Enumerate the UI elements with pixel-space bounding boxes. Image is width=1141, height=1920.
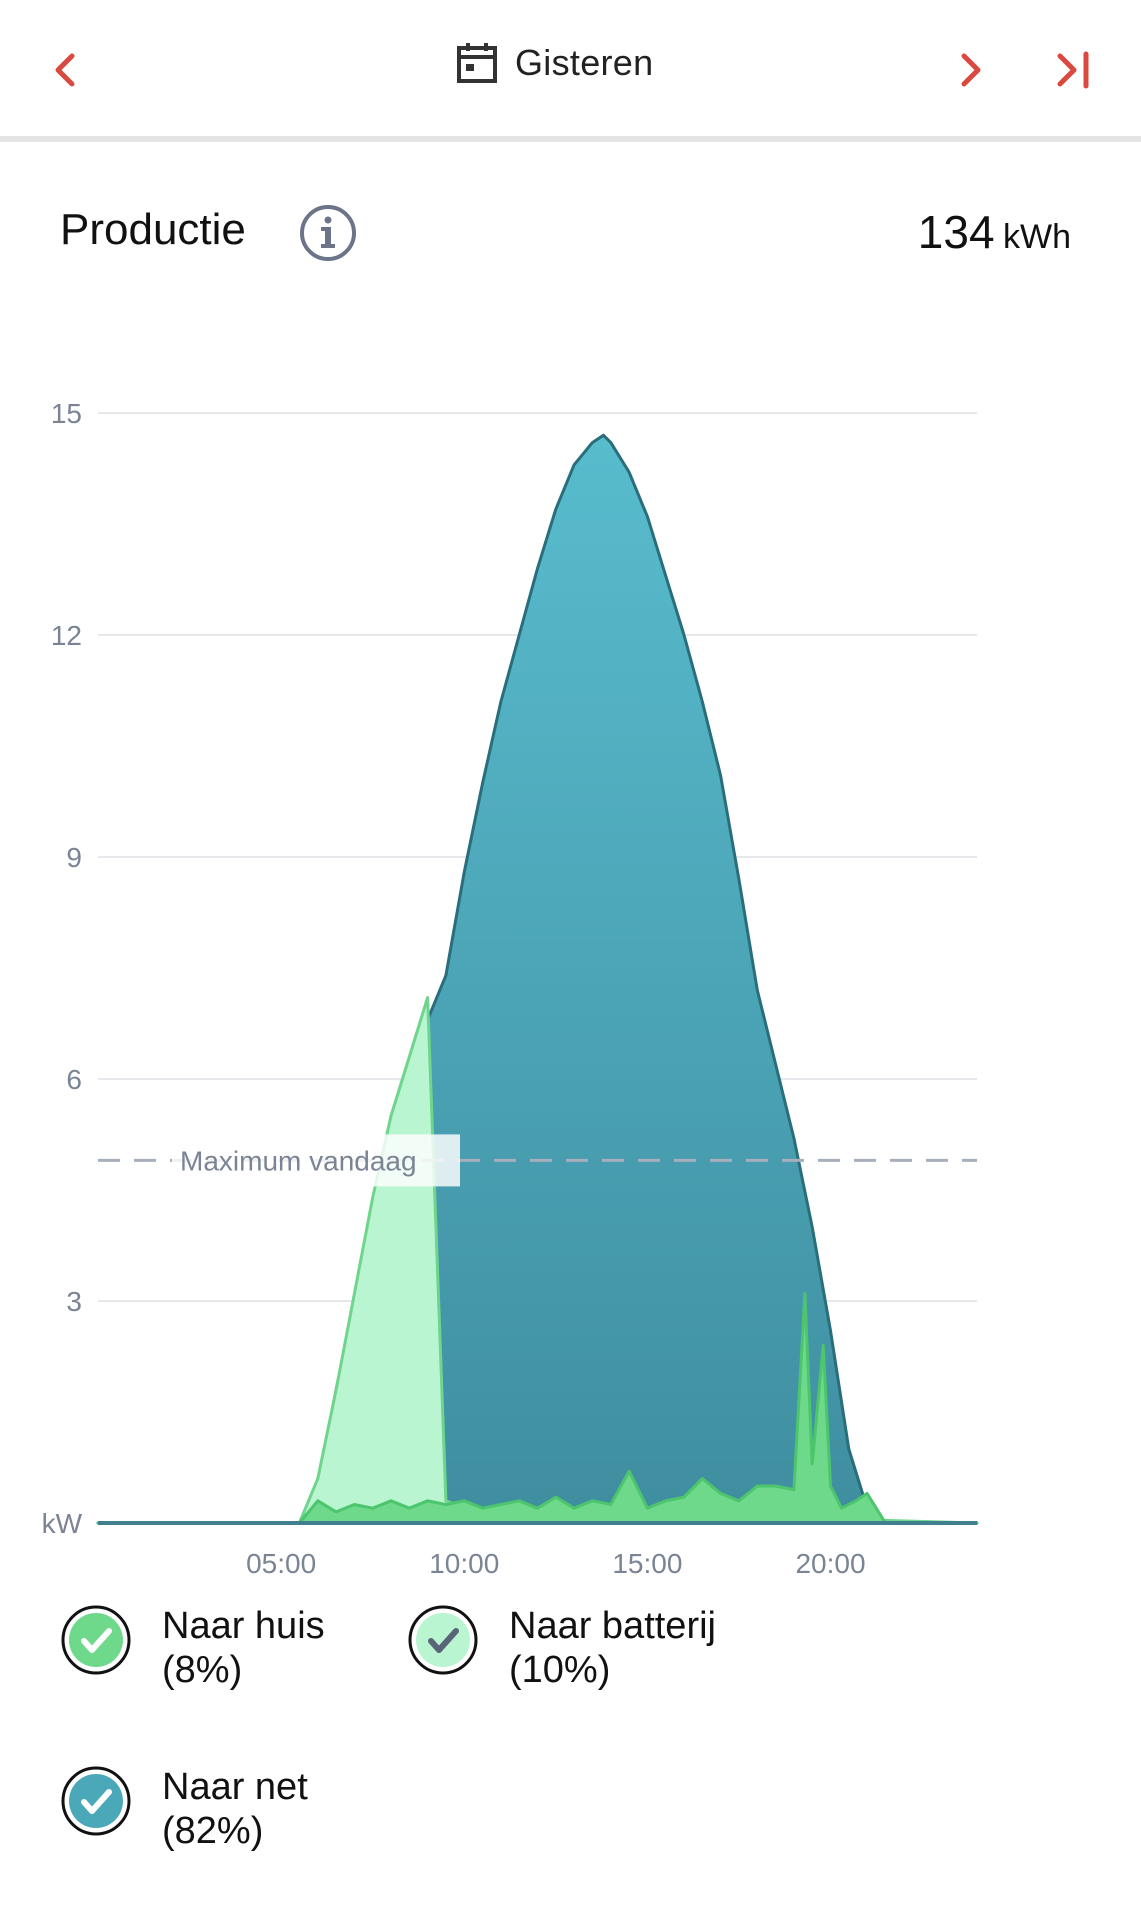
check-icon — [61, 1605, 131, 1675]
x-tick-label: 05:00 — [246, 1548, 316, 1579]
legend-text: Naar huis (8%) — [162, 1604, 325, 1692]
y-tick-label: 3 — [66, 1286, 82, 1317]
production-total: 134 kWh — [918, 205, 1071, 259]
series-area-naar-huis — [96, 1292, 979, 1525]
legend-text: Naar batterij (10%) — [509, 1604, 716, 1692]
skip-to-end-icon — [1057, 51, 1089, 89]
production-chart: Maximum vandaag 15 12 9 6 3 kW 05:00 10:00 15:00… — [42, 398, 979, 1579]
info-circle-shape — [300, 205, 356, 261]
total-unit: kWh — [1003, 218, 1071, 256]
reference-line-label: Maximum vandaag — [180, 1145, 417, 1176]
series-area-naar-net — [96, 433, 979, 1525]
legend-label: Naar batterij — [509, 1605, 716, 1647]
legend-text: Naar net (82%) — [162, 1765, 308, 1853]
total-value: 134 — [917, 206, 995, 258]
next-day-button[interactable] — [940, 40, 1000, 100]
y-tick-label: 6 — [66, 1064, 82, 1095]
legend-label: Naar huis — [162, 1605, 325, 1647]
date-label: Gisteren — [515, 42, 654, 83]
reference-label-bg — [172, 1134, 460, 1187]
x-tick-label: 20:00 — [795, 1548, 865, 1579]
axes: 15 12 9 6 3 kW 05:00 10:00 15:00 20:00 — [42, 398, 977, 1579]
section-title: Productie — [60, 205, 246, 254]
info-icon[interactable] — [298, 203, 358, 263]
y-tick-label: 15 — [51, 398, 82, 429]
x-tick-label: 15:00 — [612, 1548, 682, 1579]
legend-label: Naar net — [162, 1766, 308, 1808]
y-axis-unit: kW — [42, 1508, 83, 1539]
previous-day-button[interactable] — [36, 40, 96, 100]
y-tick-label: 12 — [51, 620, 82, 651]
x-tick-label: 10:00 — [429, 1548, 499, 1579]
legend-percent: (82%) — [162, 1810, 264, 1852]
legend-percent: (8%) — [162, 1649, 243, 1691]
legend-naar-batterij[interactable]: Naar batterij (10%) — [407, 1604, 716, 1692]
legend-naar-huis[interactable]: Naar huis (8%) — [60, 1604, 325, 1692]
top-navigation-bar: Gisteren — [0, 0, 1141, 137]
reference-line: Maximum vandaag — [98, 1134, 977, 1187]
chevron-right-icon — [961, 53, 981, 87]
divider — [0, 136, 1141, 142]
chevron-left-icon — [55, 53, 75, 87]
date-selector[interactable]: Gisteren — [455, 38, 653, 88]
skip-to-today-button[interactable] — [1046, 40, 1106, 100]
y-tick-label: 9 — [66, 842, 82, 873]
calendar-icon — [457, 43, 497, 83]
series-layer — [96, 433, 979, 1525]
check-icon — [408, 1605, 478, 1675]
check-icon — [61, 1766, 131, 1836]
legend-naar-net[interactable]: Naar net (82%) — [60, 1765, 308, 1853]
legend-percent: (10%) — [509, 1649, 611, 1691]
